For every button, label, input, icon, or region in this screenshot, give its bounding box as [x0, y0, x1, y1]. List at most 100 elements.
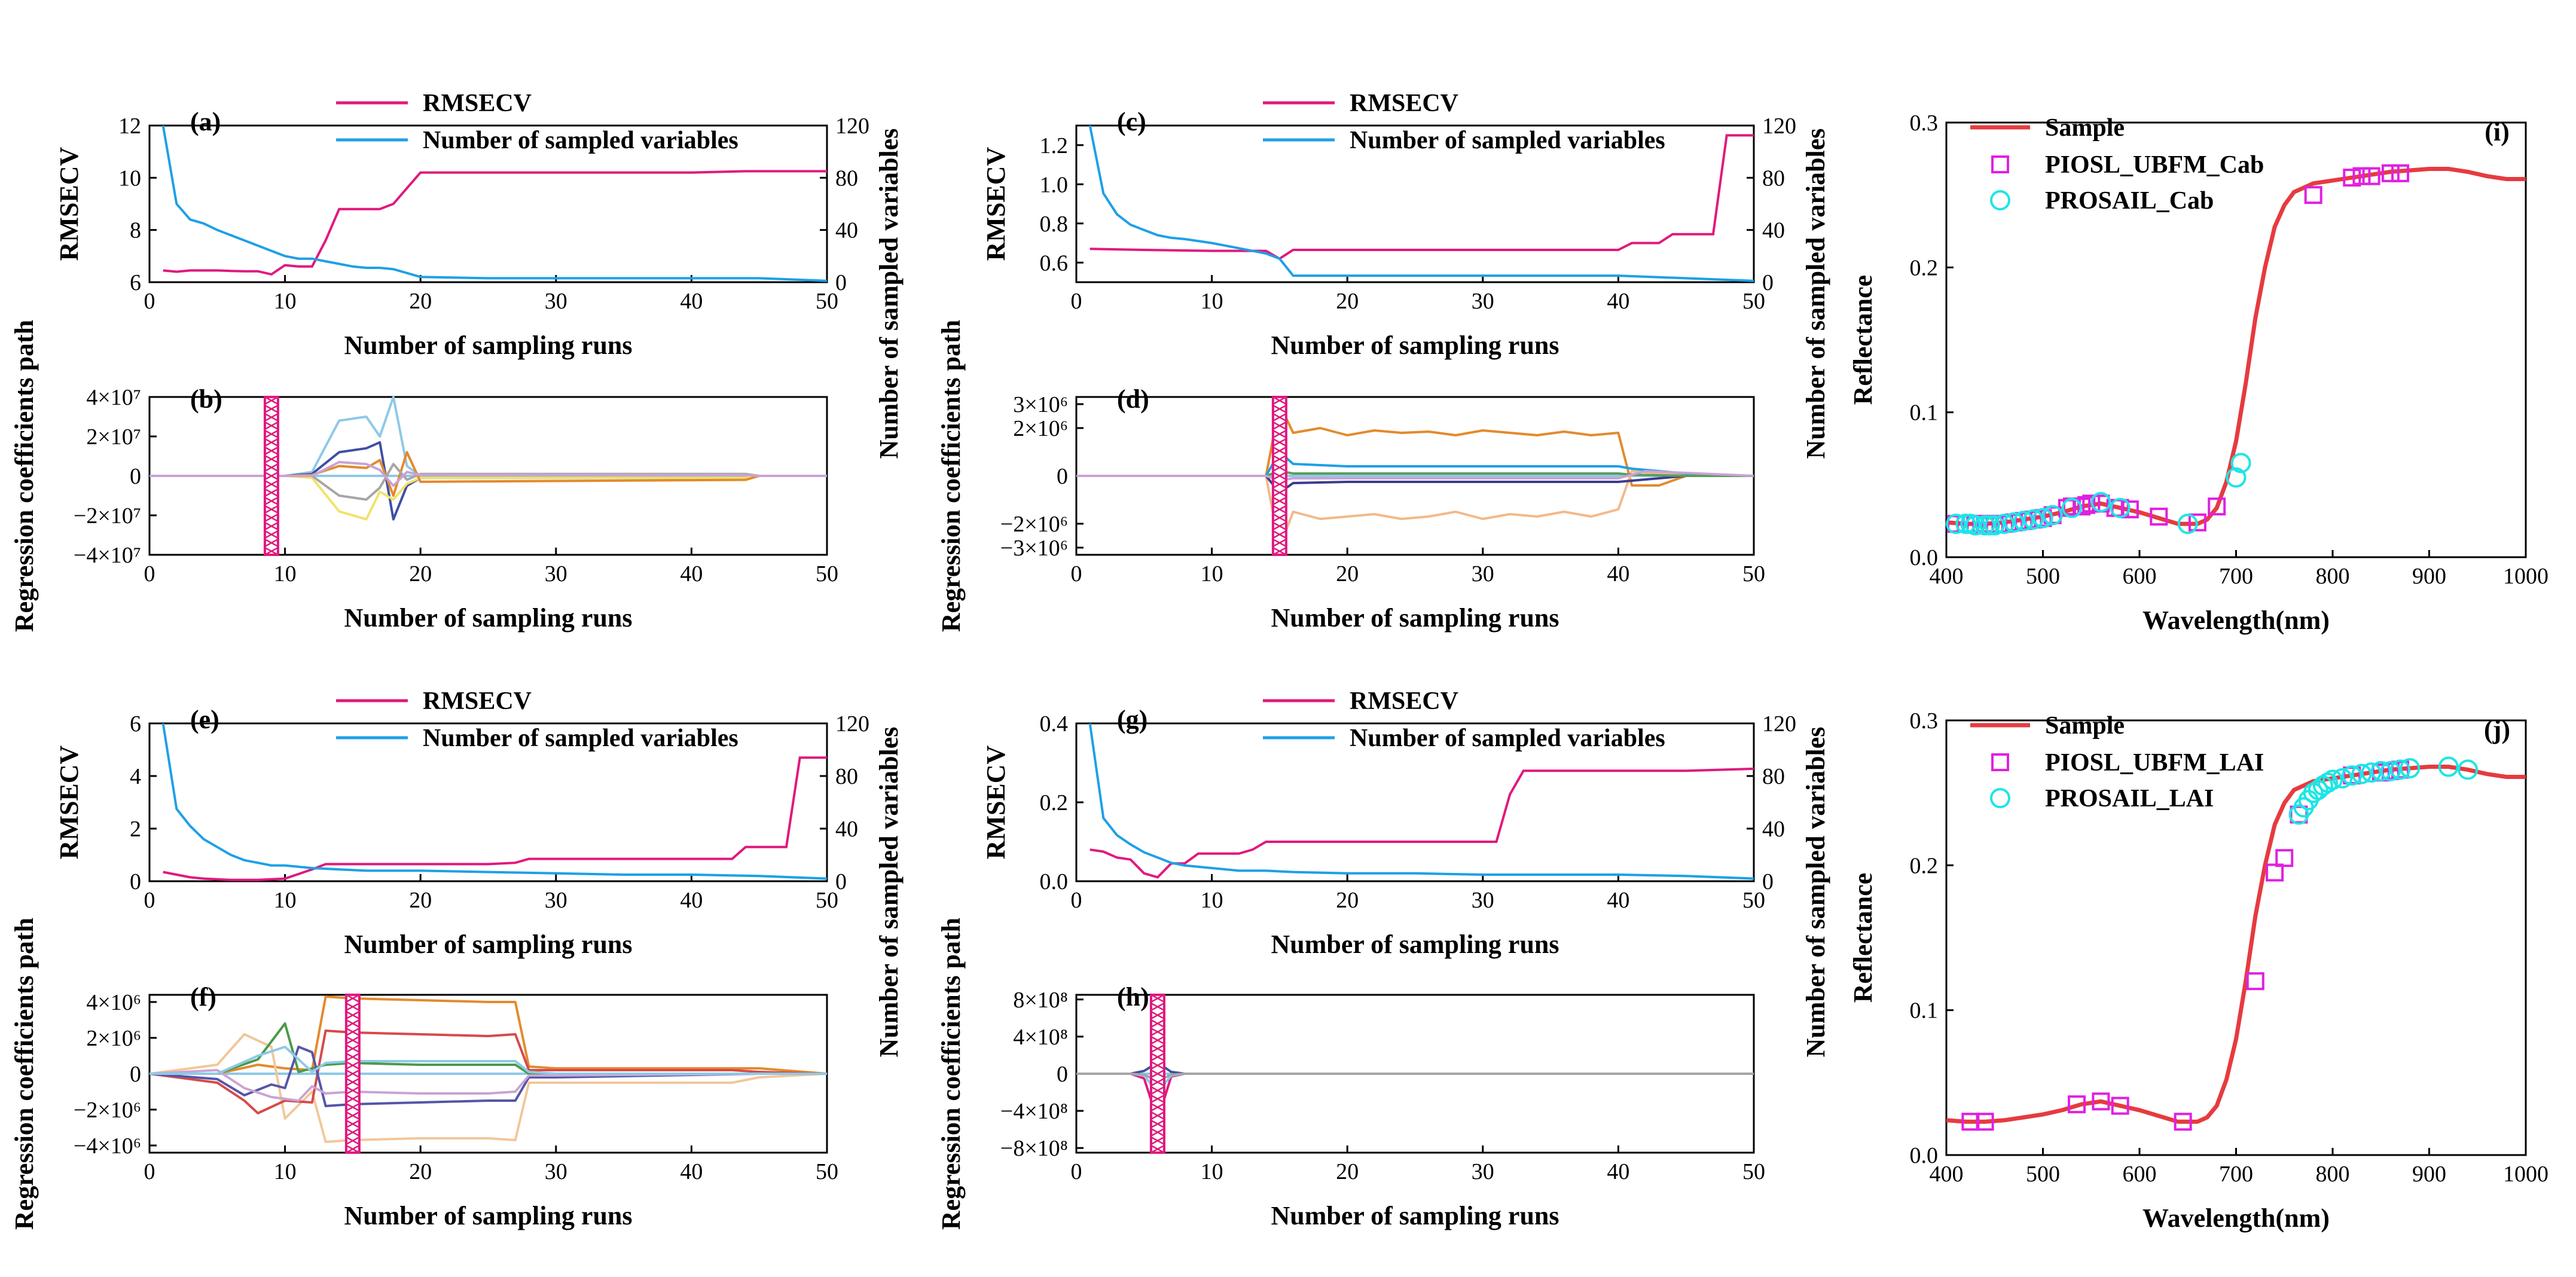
y-tick-label: 0 [130, 1062, 141, 1087]
y-axis-label: Regression coefficients path [10, 320, 39, 632]
panel-d: 0 10 20 30 40 50−3×10⁶−2×10⁶02×10⁶3×10⁶Number… [936, 320, 1765, 633]
plot-frame [148, 722, 828, 882]
x-tick-label: 1000 [2503, 1162, 2548, 1187]
x-tick-label: 0 [1071, 289, 1082, 314]
x-tick-label: 10 [1201, 1159, 1223, 1184]
series-line-sampled-variables [161, 125, 828, 282]
prosail-marker [2317, 772, 2338, 793]
selected-run-marker [1271, 396, 1287, 556]
y-axis-label: RMSECV [981, 745, 1011, 859]
x-tick-label: 700 [2219, 1162, 2253, 1187]
x-tick-label: 30 [545, 888, 567, 913]
prosail-marker [1994, 514, 2015, 534]
y-tick-label: 2×10⁶ [86, 1026, 141, 1051]
coefficient-path-4 [1076, 1073, 1754, 1083]
y2-tick-label: 80 [1762, 764, 1785, 789]
y-axis-label: RMSECV [54, 745, 84, 859]
panel-label: (a) [190, 107, 221, 136]
prosail-marker [2370, 760, 2391, 781]
x-tick-label: 20 [409, 888, 432, 913]
y-tick-label: −4×10⁶ [74, 1134, 141, 1159]
coefficient-path-2 [1076, 470, 1754, 549]
prosail-marker [2023, 509, 2044, 530]
y-tick-label: 0.0 [1040, 869, 1069, 894]
prosail-marker [2090, 491, 2111, 512]
y2-tick-label: 0 [835, 869, 847, 894]
x-tick-label: 30 [545, 561, 567, 586]
y-tick-label: 0.0 [1910, 1143, 1939, 1168]
y-axis-label: RMSECV [981, 146, 1011, 261]
y-tick-label: 0.1 [1910, 998, 1939, 1024]
prosail-marker [2042, 505, 2063, 526]
y2-tick-label: 40 [1762, 218, 1785, 243]
y-tick-label: 0.4 [1040, 711, 1069, 737]
series-line-rmsecv [1089, 134, 1754, 261]
x-tick-label: 50 [1742, 1159, 1765, 1184]
y-tick-label: −2×10⁷ [74, 503, 141, 528]
piosl-marker [2082, 494, 2101, 513]
y2-tick-label: 80 [835, 764, 858, 789]
x-tick-label: 40 [1607, 561, 1629, 586]
x-axis-label: Number of sampling runs [1271, 603, 1559, 633]
prosail-marker [2032, 508, 2053, 528]
legend-swatch-piosl [1991, 155, 2009, 173]
x-tick-label: 40 [1607, 888, 1629, 913]
piosl-marker [2174, 1113, 2192, 1131]
y-axis-label: Reflectance [1848, 873, 1878, 1003]
piosl-marker [2391, 164, 2410, 182]
y-tick-label: 6 [130, 711, 141, 737]
y-axis-label: RMSECV [54, 146, 84, 261]
x-axis-label: Number of sampling runs [344, 603, 632, 633]
x-tick-label: 10 [1201, 289, 1223, 314]
y-tick-label: −4×10⁷ [74, 543, 141, 568]
piosl-marker [2352, 167, 2371, 185]
x-tick-label: 800 [2316, 1162, 2350, 1187]
piosl-marker [2275, 849, 2294, 867]
prosail-marker [2226, 467, 2247, 488]
piosl-marker [1976, 1113, 1994, 1131]
x-tick-label: 10 [274, 289, 297, 314]
x-tick-label: 30 [545, 289, 567, 314]
panel-h: 0 10 20 30 40 50 −8×10⁸ −4×10⁸ 0 4×10⁸ 8×10⁸ Number… [936, 918, 1765, 1230]
prosail-marker [2004, 512, 2025, 533]
x-tick-label: 10 [274, 1159, 297, 1184]
selected-run-marker [263, 396, 279, 556]
x-tick-label: 40 [680, 561, 703, 586]
x-tick-label: 20 [409, 1159, 432, 1184]
x-tick-label: 0 [144, 289, 155, 314]
y-tick-label: 4×10⁶ [86, 990, 141, 1015]
prosail-marker [2061, 497, 2082, 518]
legend-label-sample: Sample [2045, 114, 2125, 142]
coefficient-path-2 [1076, 1073, 1754, 1094]
piosl-marker [2246, 972, 2264, 991]
piosl-marker [2068, 1095, 2086, 1114]
y2-tick-label: 80 [835, 166, 858, 191]
y-tick-label: 0.2 [1910, 853, 1939, 878]
x-tick-label: 20 [1336, 888, 1359, 913]
legend-label-nvars: Number of sampled variables [423, 127, 738, 154]
y-tick-label: 0 [1057, 1062, 1068, 1087]
x-axis-label: Wavelength(nm) [2142, 606, 2330, 635]
prosail-marker [2390, 759, 2411, 780]
x-tick-label: 30 [1472, 1159, 1494, 1184]
y-tick-label: 1.0 [1040, 172, 1069, 197]
x-tick-label: 0 [1071, 888, 1082, 913]
x-tick-label: 0 [1071, 1159, 1082, 1184]
x-tick-label: 20 [409, 289, 432, 314]
y-tick-label: 0 [130, 869, 141, 894]
piosl-marker [2266, 863, 2284, 882]
prosail-marker [2013, 511, 2034, 531]
prosail-marker [1974, 515, 1995, 536]
y-tick-label: 1.2 [1040, 133, 1069, 158]
prosail-marker [1955, 514, 1976, 534]
y-tick-label: 0.3 [1910, 111, 1939, 136]
prosail-marker [2110, 497, 2131, 518]
prosail-marker [1979, 515, 2000, 536]
coefficient-path-3 [149, 1029, 828, 1114]
x-tick-label: 30 [545, 1159, 567, 1184]
y2-tick-label: 40 [835, 817, 858, 842]
x-tick-label: 20 [1336, 289, 1359, 314]
y-tick-label: −8×10⁸ [1000, 1136, 1068, 1161]
y2-axis-label: Number of sampled variables [874, 129, 904, 459]
